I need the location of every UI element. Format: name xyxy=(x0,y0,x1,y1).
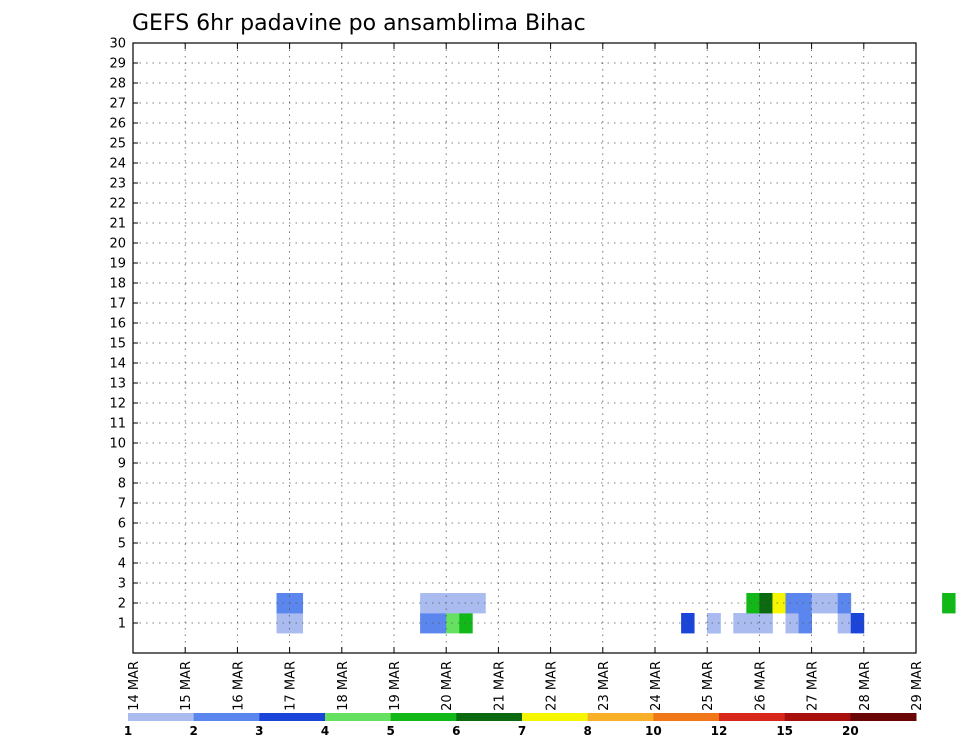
x-tick-label: 23 MAR xyxy=(597,661,612,711)
plot-frame xyxy=(132,42,917,654)
precip-cell xyxy=(785,593,799,614)
colorbar-label: 4 xyxy=(321,724,329,738)
y-tick-label: 26 xyxy=(109,117,126,132)
y-tick-label: 7 xyxy=(118,497,126,512)
y-tick-label: 28 xyxy=(109,77,126,92)
colorbar-label: 15 xyxy=(776,724,793,738)
y-tick-label: 20 xyxy=(109,237,126,252)
colorbar-label: 5 xyxy=(386,724,394,738)
x-tick-label: 24 MAR xyxy=(649,661,664,711)
cells-layer xyxy=(276,593,956,634)
y-axis: 1234567891011121314151617181920212223242… xyxy=(109,37,916,632)
colorbar-swatch xyxy=(850,713,917,721)
y-tick-label: 9 xyxy=(118,457,126,472)
y-tick-label: 27 xyxy=(109,97,126,112)
colorbar-label: 3 xyxy=(255,724,263,738)
precip-cell xyxy=(472,593,486,614)
precip-cell xyxy=(759,593,773,614)
y-tick-label: 3 xyxy=(118,577,126,592)
colorbar-swatch xyxy=(653,713,720,721)
x-axis: 14 MAR 15 MAR 16 MAR 17 MAR 18 MAR 19 MAR 20 M… xyxy=(127,43,925,711)
y-tick-label: 22 xyxy=(109,197,126,212)
y-tick-label: 6 xyxy=(118,517,126,532)
y-tick-label: 21 xyxy=(109,217,126,232)
y-tick-label: 25 xyxy=(109,137,126,152)
y-tick-label: 8 xyxy=(118,477,126,492)
x-tick-label: 21 MAR xyxy=(492,661,507,711)
x-tick-label: 14 MAR xyxy=(127,661,142,711)
precip-cell xyxy=(798,613,812,634)
precip-cell xyxy=(759,613,773,634)
y-tick-label: 23 xyxy=(109,177,126,192)
colorbar-label: 12 xyxy=(711,724,728,738)
x-tick-label: 17 MAR xyxy=(284,661,299,711)
precip-cell xyxy=(707,613,721,634)
y-tick-label: 4 xyxy=(118,557,126,572)
colorbar-swatch xyxy=(128,713,195,721)
colorbar-swatch xyxy=(456,713,523,721)
x-tick-label: 15 MAR xyxy=(179,661,194,711)
colorbar-label: 20 xyxy=(842,724,859,738)
y-tick-label: 1 xyxy=(118,617,126,632)
precip-cell xyxy=(837,613,852,634)
x-tick-label: 25 MAR xyxy=(701,661,716,711)
y-tick-label: 13 xyxy=(109,377,126,392)
colorbar-label: 2 xyxy=(189,724,197,738)
y-tick-label: 10 xyxy=(109,437,126,452)
x-tick-label: 28 MAR xyxy=(858,661,873,711)
precip-cell xyxy=(837,593,852,614)
colorbar-label: 1 xyxy=(124,724,132,738)
x-tick-label: 26 MAR xyxy=(753,661,768,711)
precip-cell xyxy=(746,613,760,634)
colorbar-label: 6 xyxy=(452,724,460,738)
precip-cell xyxy=(811,593,826,614)
colorbar-label: 10 xyxy=(645,724,662,738)
colorbar-swatch xyxy=(193,713,260,721)
precip-cell xyxy=(785,613,799,634)
colorbar-swatch xyxy=(259,713,326,721)
colorbar-label: 8 xyxy=(583,724,591,738)
y-tick-label: 19 xyxy=(109,257,126,272)
x-tick-label: 20 MAR xyxy=(440,661,455,711)
precip-cell xyxy=(942,593,956,614)
precip-cell xyxy=(772,593,786,614)
precip-cell xyxy=(733,613,747,634)
colorbar-label: 7 xyxy=(518,724,526,738)
colorbar-swatch xyxy=(325,713,392,721)
precip-cell xyxy=(824,593,839,614)
y-tick-label: 2 xyxy=(118,597,126,612)
grid-layer xyxy=(133,42,916,653)
x-tick-label: 19 MAR xyxy=(388,661,403,711)
colorbar: 1 2 3 4 5 6 7 8 10 12 15 20 xyxy=(124,713,917,738)
colorbar-swatch xyxy=(587,713,654,721)
precip-cell xyxy=(850,613,865,634)
y-tick-label: 30 xyxy=(109,37,126,52)
colorbar-swatch xyxy=(390,713,457,721)
x-tick-label: 29 MAR xyxy=(910,661,925,711)
y-tick-label: 11 xyxy=(109,417,126,432)
precip-cell xyxy=(746,593,760,614)
colorbar-swatch xyxy=(784,713,851,721)
y-tick-label: 12 xyxy=(109,397,126,412)
y-tick-label: 14 xyxy=(109,357,126,372)
x-tick-label: 16 MAR xyxy=(231,661,246,711)
chart-title: GEFS 6hr padavine po ansamblima Bihac xyxy=(132,11,586,36)
x-tick-label: 18 MAR xyxy=(336,661,351,711)
precip-cell xyxy=(681,613,695,634)
precip-cell xyxy=(798,593,812,614)
y-tick-label: 18 xyxy=(109,277,126,292)
colorbar-swatch xyxy=(719,713,786,721)
y-tick-label: 16 xyxy=(109,317,126,332)
y-tick-label: 15 xyxy=(109,337,126,352)
colorbar-swatch xyxy=(522,713,589,721)
y-tick-label: 29 xyxy=(109,57,126,72)
x-tick-label: 27 MAR xyxy=(806,661,821,711)
y-tick-label: 5 xyxy=(118,537,126,552)
y-tick-label: 24 xyxy=(109,157,126,172)
y-tick-label: 17 xyxy=(109,297,126,312)
x-tick-label: 22 MAR xyxy=(545,661,560,711)
